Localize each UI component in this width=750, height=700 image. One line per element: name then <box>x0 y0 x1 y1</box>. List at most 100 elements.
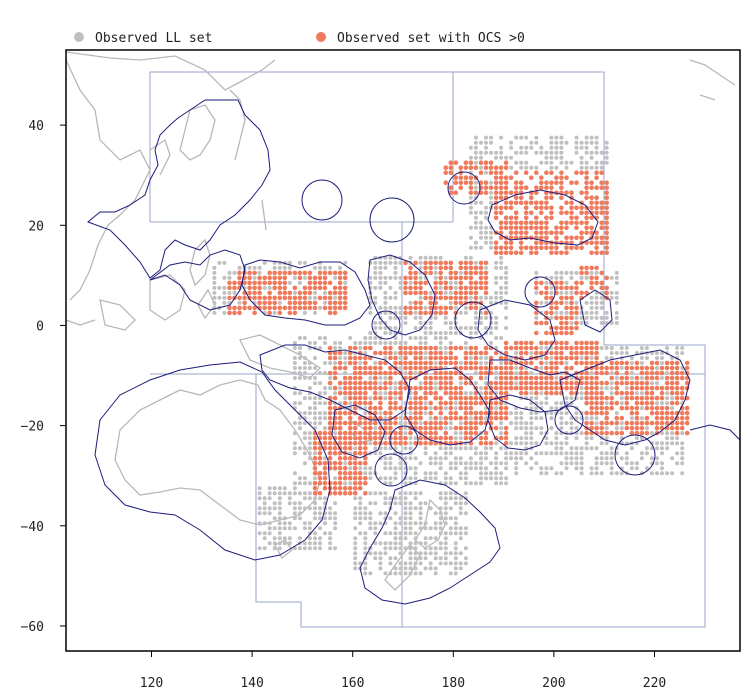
observed-ocs-set-point <box>604 275 609 281</box>
observed-ocs-set-point <box>579 375 584 381</box>
observed-ocs-set-point <box>579 345 584 351</box>
observed-ll-set-point <box>504 300 509 305</box>
observed-ll-set-point <box>408 521 413 526</box>
observed-ocs-set-point <box>544 285 549 291</box>
observed-ocs-set-point <box>393 390 398 396</box>
observed-ocs-set-point <box>443 280 449 286</box>
observed-ocs-set-point <box>277 275 283 281</box>
observed-ocs-set-point <box>363 430 368 436</box>
observed-ll-set-point <box>383 531 388 536</box>
observed-ocs-set-point <box>453 395 459 401</box>
observed-ocs-set-point <box>624 360 630 366</box>
observed-ocs-set-point <box>332 350 338 356</box>
observed-ll-set-point <box>468 446 473 451</box>
observed-ll-set-point <box>428 566 433 571</box>
observed-ocs-set-point <box>634 415 640 421</box>
observed-ocs-set-point <box>488 355 494 361</box>
observed-ocs-set-point <box>347 380 353 386</box>
observed-ll-set-point <box>484 451 488 456</box>
observed-ocs-set-point <box>579 350 584 356</box>
observed-ll-set-point <box>232 290 237 295</box>
observed-ocs-set-point <box>317 450 323 456</box>
observed-ll-set-point <box>438 456 443 461</box>
observed-ll-set-point <box>443 536 448 541</box>
observed-ocs-set-point <box>614 385 620 391</box>
observed-ocs-set-point <box>644 370 650 376</box>
observed-ocs-set-point <box>347 430 353 436</box>
observed-ocs-set-point <box>473 270 479 276</box>
observed-ocs-set-point <box>493 425 499 431</box>
observed-ocs-set-point <box>428 265 434 271</box>
observed-ll-set-point <box>579 321 584 325</box>
observed-ll-set-point <box>292 361 297 365</box>
observed-ll-set-point <box>468 205 473 210</box>
observed-ocs-set-point <box>478 285 484 291</box>
observed-ocs-set-point <box>584 360 589 366</box>
observed-ll-set-point <box>660 431 664 436</box>
observed-ll-set-point <box>307 526 312 531</box>
observed-ocs-set-point <box>478 160 484 165</box>
observed-ll-set-point <box>443 491 448 496</box>
observed-ll-set-point <box>393 336 398 340</box>
observed-ocs-set-point <box>503 440 509 446</box>
observed-ll-set-point <box>655 456 659 461</box>
observed-ocs-set-point <box>448 410 454 416</box>
observed-ocs-set-point <box>669 365 675 371</box>
observed-ocs-set-point <box>332 305 338 311</box>
observed-ocs-set-point <box>453 190 459 195</box>
observed-ll-set-point <box>499 135 504 140</box>
observed-ocs-set-point <box>594 350 599 356</box>
observed-ll-set-point <box>599 386 604 391</box>
observed-ll-set-point <box>494 471 499 476</box>
observed-ocs-set-point <box>549 305 554 311</box>
observed-ocs-set-point <box>584 170 589 175</box>
observed-ocs-set-point <box>428 400 434 406</box>
observed-ocs-set-point <box>604 200 609 206</box>
observed-ocs-set-point <box>413 360 418 366</box>
observed-ocs-set-point <box>352 395 358 401</box>
observed-ocs-set-point <box>599 210 604 216</box>
observed-ll-set-point <box>504 275 509 280</box>
observed-ocs-set-point <box>317 285 323 291</box>
observed-ocs-set-point <box>634 425 640 431</box>
observed-ll-set-point <box>287 536 292 541</box>
observed-ocs-set-point <box>352 385 358 391</box>
observed-ll-set-point <box>323 361 327 365</box>
observed-ocs-set-point <box>428 345 434 351</box>
observed-ocs-set-point <box>398 350 403 356</box>
observed-ocs-set-point <box>493 195 499 200</box>
observed-ll-set-point <box>680 451 685 456</box>
observed-ll-set-point <box>368 466 373 471</box>
observed-ll-set-point <box>443 541 448 546</box>
observed-ocs-set-point <box>337 455 343 461</box>
observed-ocs-set-point <box>508 380 514 386</box>
observed-ocs-set-point <box>373 435 378 441</box>
observed-ocs-set-point <box>282 280 288 286</box>
observed-ll-set-point <box>479 245 483 250</box>
observed-ll-set-point <box>514 456 519 461</box>
observed-ocs-set-point <box>594 210 599 216</box>
observed-ocs-set-point <box>483 165 489 170</box>
observed-ocs-set-point <box>363 385 368 391</box>
observed-ocs-set-point <box>373 370 378 376</box>
observed-ocs-set-point <box>423 345 428 351</box>
observed-ocs-set-point <box>327 405 333 411</box>
observed-ocs-set-point <box>332 310 338 316</box>
observed-ll-set-point <box>413 496 418 501</box>
observed-ocs-set-point <box>347 345 353 351</box>
observed-ocs-set-point <box>332 355 338 361</box>
observed-ocs-set-point <box>403 260 408 266</box>
observed-ocs-set-point <box>443 355 449 361</box>
observed-ll-set-point <box>468 466 473 471</box>
observed-ocs-set-point <box>594 430 599 436</box>
observed-ll-set-point <box>297 280 302 285</box>
observed-ocs-set-point <box>342 455 348 461</box>
observed-ocs-set-point <box>534 230 539 236</box>
observed-ll-set-point <box>504 326 509 330</box>
observed-ll-set-point <box>499 145 504 150</box>
observed-ocs-set-point <box>388 365 393 371</box>
observed-ll-set-point <box>378 275 383 280</box>
observed-ocs-set-point <box>574 285 579 291</box>
observed-ocs-set-point <box>554 180 559 185</box>
observed-ll-set-point <box>479 476 483 481</box>
